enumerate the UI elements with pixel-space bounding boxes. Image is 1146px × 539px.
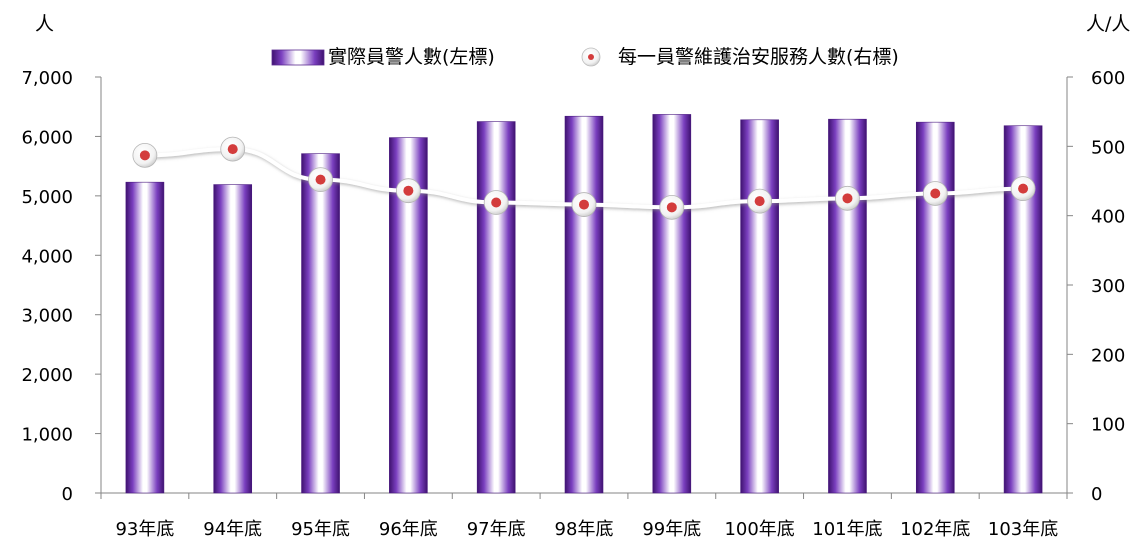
- bar-series: [125, 114, 1043, 494]
- right-tick-label: 100: [1091, 415, 1125, 436]
- line-series: [132, 136, 1036, 220]
- x-axis-ticks: 93年底 94年底 95年底 96年底 97年底 98年底 99年底 100年底 101年底 10…: [100, 493, 1068, 539]
- line-point-dot: [227, 144, 238, 155]
- legend: 實際員警人數(左標) 每一員警維護治安服務人數(右標): [271, 46, 899, 68]
- x-tick-label: 96年底: [379, 519, 438, 539]
- right-tick-label: 500: [1091, 137, 1125, 158]
- line-point-dot: [1018, 183, 1029, 194]
- right-tick-label: 600: [1091, 68, 1125, 89]
- left-tick-label: 3,000: [21, 306, 73, 327]
- bar: [915, 121, 955, 494]
- x-tick-label: 99年底: [642, 519, 701, 539]
- x-tick-label: 94年底: [203, 519, 262, 539]
- right-tick-label: 300: [1091, 276, 1125, 297]
- left-tick-label: 0: [62, 484, 73, 505]
- line-point-dot: [403, 185, 414, 196]
- right-axis-unit: 人/人: [1086, 13, 1130, 35]
- x-tick-label: 98年底: [555, 519, 614, 539]
- bar: [828, 118, 867, 494]
- left-tick-label: 4,000: [21, 246, 73, 267]
- left-tick-label: 1,000: [21, 425, 73, 446]
- left-axis-ticks: 0 1,000 2,000 3,000 4,000 5,000 6,000 7,000: [21, 68, 101, 505]
- legend-bar-swatch: [271, 49, 325, 66]
- legend-line-label: 每一員警維護治安服務人數(右標): [618, 46, 899, 68]
- left-axis-unit: 人: [35, 13, 54, 35]
- line-point-dot: [842, 193, 853, 204]
- line-point-dot: [754, 196, 765, 207]
- right-axis-ticks: 0 100 200 300 400 500 600: [1067, 68, 1125, 505]
- line-point-dot: [315, 174, 326, 185]
- legend-bar-label: 實際員警人數(左標): [328, 46, 495, 68]
- line-point-dot: [139, 150, 150, 161]
- right-tick-label: 400: [1091, 207, 1125, 228]
- bar: [301, 153, 340, 494]
- line-point-dot: [579, 199, 589, 210]
- x-tick-label: 100年底: [724, 519, 794, 539]
- line-point-dot: [930, 188, 941, 199]
- x-tick-label: 103年底: [988, 519, 1058, 539]
- right-tick-label: 0: [1091, 484, 1102, 505]
- x-tick-label: 93年底: [115, 519, 174, 539]
- bar: [213, 184, 253, 494]
- bar: [476, 121, 516, 494]
- line-point-dot: [666, 202, 677, 213]
- legend-line-marker-dot: [588, 54, 594, 60]
- bar: [564, 115, 604, 494]
- right-tick-label: 200: [1091, 345, 1125, 366]
- bar: [125, 181, 165, 494]
- left-tick-label: 6,000: [21, 127, 73, 148]
- x-tick-label: 97年底: [467, 519, 526, 539]
- left-tick-label: 2,000: [21, 365, 73, 386]
- left-tick-label: 5,000: [21, 187, 73, 208]
- bar: [652, 114, 692, 494]
- left-tick-label: 7,000: [21, 68, 73, 89]
- x-tick-label: 95年底: [291, 519, 350, 539]
- line-point-dot: [491, 197, 502, 208]
- x-tick-label: 102年底: [900, 519, 970, 539]
- bar: [740, 119, 779, 494]
- x-tick-label: 101年底: [812, 519, 882, 539]
